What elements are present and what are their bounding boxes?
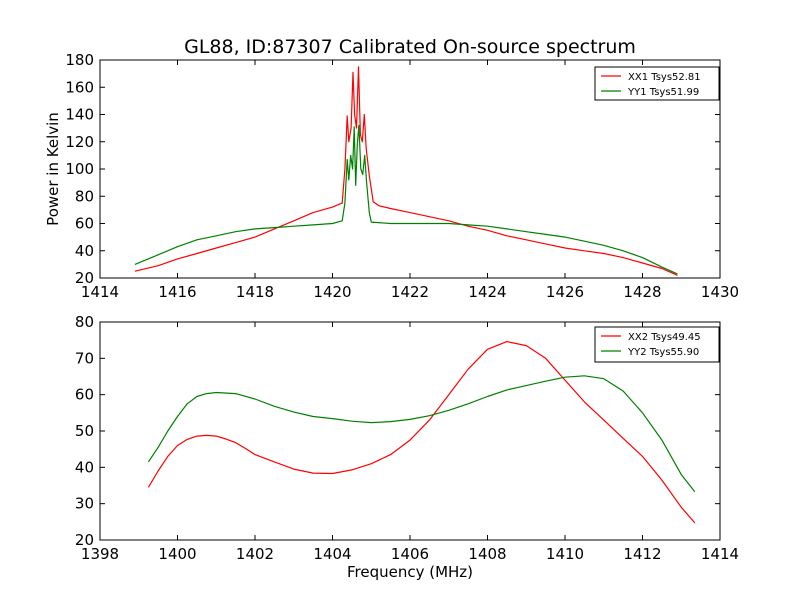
panel-1-y-tick-label: 20 (75, 531, 94, 549)
panel-1-y-tick-label: 30 (75, 495, 94, 513)
panel-1-series-line-0 (147, 341, 696, 524)
panel-0-y-tick-label: 120 (65, 133, 94, 151)
panel-0-x-tick-label: 1426 (546, 283, 584, 301)
y-axis-label: Power in Kelvin (44, 112, 62, 226)
panel-0-y-tick-label: 180 (65, 51, 94, 69)
bottom-panel: 1398 1400 1402 1404 1406 1408 1410 1412 1414 20 30… (75, 313, 739, 563)
panel-1-x-tick-label: 1412 (623, 545, 661, 563)
panel-0-series-line-1 (134, 124, 678, 275)
panel-0-x-tick-label: 1416 (158, 283, 196, 301)
panel-1-legend-label-1: YY2 Tsys55.90 (627, 347, 699, 358)
panel-1-y-tick-label: 80 (75, 313, 94, 331)
panel-0-y-tick-label: 60 (75, 215, 94, 233)
panel-1-x-tick-label: 1410 (546, 545, 584, 563)
panel-1-x-tick-label: 1400 (158, 545, 196, 563)
panel-1-y-tick-label: 70 (75, 349, 94, 367)
panel-1-x-tick-label: 1404 (313, 545, 351, 563)
panel-0-legend-box (594, 66, 720, 101)
panel-1-x-tick-label: 1398 (81, 545, 119, 563)
panel-1-y-tick-label: 60 (75, 386, 94, 404)
panel-0-series-line-0 (134, 66, 678, 276)
figure-title: GL88, ID:87307 Calibrated On-source spec… (184, 36, 636, 58)
x-axis-label: Frequency (MHz) (347, 563, 473, 581)
panel-1-x-tick-label: 1408 (468, 545, 506, 563)
panel-0-y-tick-label: 80 (75, 187, 94, 205)
panel-0-x-tick-label: 1428 (623, 283, 661, 301)
panel-0-y-tick-label: 140 (65, 106, 94, 124)
panel-1-legend-label-0: XX2 Tsys49.45 (628, 332, 701, 343)
panel-1-x-tick-label: 1406 (391, 545, 429, 563)
panel-1-x-tick-label: 1414 (701, 545, 739, 563)
panel-0-y-tick-label: 20 (75, 269, 94, 287)
panel-0-y-tick-label: 100 (65, 160, 94, 178)
panel-0-legend-label-0: XX1 Tsys52.81 (628, 72, 701, 83)
panel-0-x-tick-label: 1424 (468, 283, 506, 301)
panel-1-x-tick-label: 1402 (236, 545, 274, 563)
panel-0-y-tick-label: 40 (75, 242, 94, 260)
panel-1-y-tick-label: 50 (75, 422, 94, 440)
panel-1-y-tick-label: 40 (75, 458, 94, 476)
panel-0-x-tick-label: 1420 (313, 283, 351, 301)
panel-1-legend-box (594, 326, 720, 363)
panel-0-x-tick-label: 1422 (391, 283, 429, 301)
panel-0-x-tick-label: 1430 (701, 283, 739, 301)
panel-0-legend-label-1: YY1 Tsys51.99 (627, 87, 699, 98)
panel-1-series-line-1 (147, 375, 696, 493)
top-panel: 1414 1416 1418 1420 1422 1424 1426 1428 1430 20 40… (65, 51, 739, 301)
panel-0-x-tick-label: 1414 (81, 283, 119, 301)
panel-0-y-tick-label: 160 (65, 78, 94, 96)
panel-0-x-tick-label: 1418 (236, 283, 274, 301)
